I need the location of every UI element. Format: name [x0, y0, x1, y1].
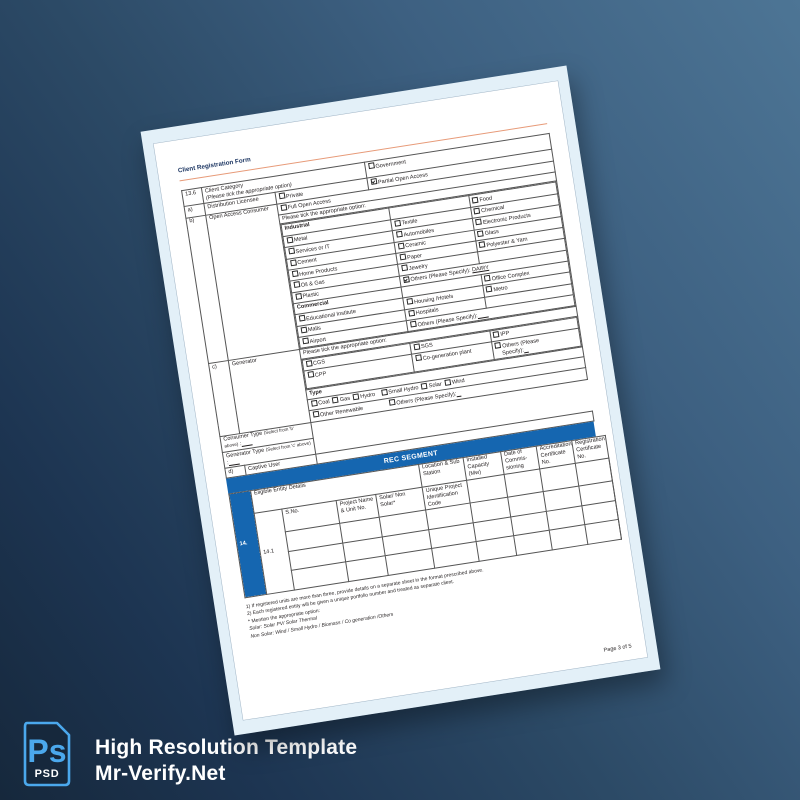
svg-text:PSD: PSD — [35, 768, 60, 780]
svg-text:Ps: Ps — [27, 733, 66, 769]
